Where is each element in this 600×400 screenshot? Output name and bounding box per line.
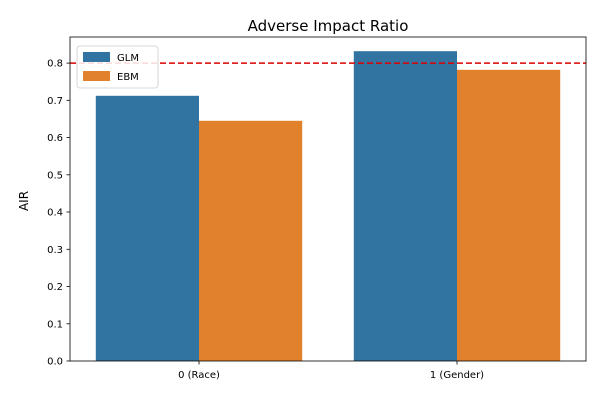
legend-entry-ebm: EBM: [117, 72, 139, 83]
y-tick-label: 0.6: [47, 133, 63, 144]
plot-area: 0.0 0.1 0.2 0.3 0.4 0.5 0.6 0.7 0.8 0 (Race) 1 (Ge…: [47, 36, 587, 381]
x-tick-label: 1 (Gender): [430, 370, 484, 381]
legend-swatch-glm: [83, 52, 110, 62]
y-axis-label: AIR: [17, 191, 31, 211]
y-tick-label: 0.0: [47, 357, 63, 368]
y-tick-label: 0.7: [47, 96, 63, 107]
bar-ebm-1: [457, 69, 561, 362]
legend-entry-glm: GLM: [117, 53, 139, 64]
y-tick-label: 0.2: [47, 282, 63, 293]
y-tick-label: 0.5: [47, 170, 63, 181]
x-tick-label: 0 (Race): [178, 370, 220, 381]
plot-frame: [69, 36, 587, 362]
y-tick-label: 0.4: [47, 208, 63, 219]
bar-ebm-0: [199, 120, 303, 361]
legend: GLM EBM: [76, 45, 159, 89]
bar-glm-0: [95, 95, 199, 362]
bar-glm-1: [353, 51, 457, 361]
y-tick-label: 0.3: [47, 245, 63, 256]
y-tick-label: 0.1: [47, 319, 63, 330]
chart-title: Adverse Impact Ratio: [248, 17, 409, 35]
y-tick-label: 0.8: [47, 59, 63, 70]
legend-swatch-ebm: [83, 71, 110, 81]
